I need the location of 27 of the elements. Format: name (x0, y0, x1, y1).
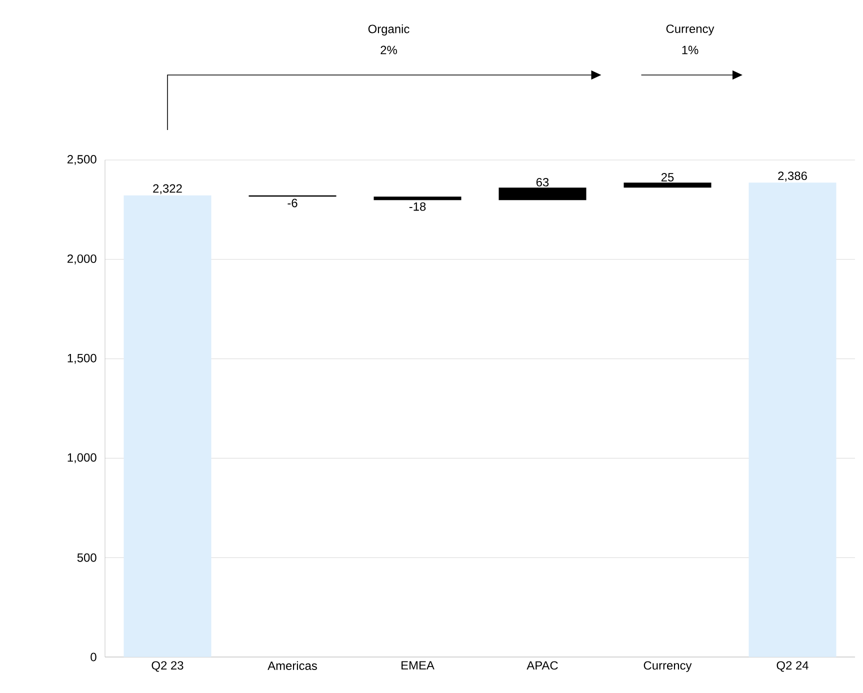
data-label: 2,322 (153, 184, 182, 194)
text: 2% (380, 46, 397, 54)
x-tick-label: EMEA (402, 661, 434, 670)
y-tick-label: 0 (90, 652, 96, 662)
bar (498, 188, 586, 200)
y-tick-label: 1,000 (68, 453, 96, 464)
data-label: -6 (288, 198, 298, 208)
text: Currency (666, 24, 714, 36)
y-tick-label: 2,500 (67, 155, 96, 165)
bar (374, 196, 462, 200)
text: Organic (368, 24, 410, 36)
x-tick-label: APAC (526, 661, 558, 670)
x-tick-label: Currency (644, 661, 692, 672)
y-tick-label: 1,500 (68, 354, 96, 364)
data-label: 63 (536, 178, 549, 186)
bar (124, 195, 212, 657)
bar (624, 182, 712, 188)
y-tick-label: 2,000 (67, 254, 96, 264)
text: 1% (682, 46, 698, 54)
data-label: -18 (409, 202, 426, 211)
y-tick-label: 500 (77, 553, 96, 562)
data-label: 2,386 (778, 172, 807, 182)
bar (748, 182, 836, 657)
x-tick-label: Q2 24 (776, 661, 808, 672)
x-tick-label: Q2 23 (152, 661, 184, 672)
data-label: 25 (661, 173, 674, 182)
x-tick-label: Americas (268, 661, 317, 670)
